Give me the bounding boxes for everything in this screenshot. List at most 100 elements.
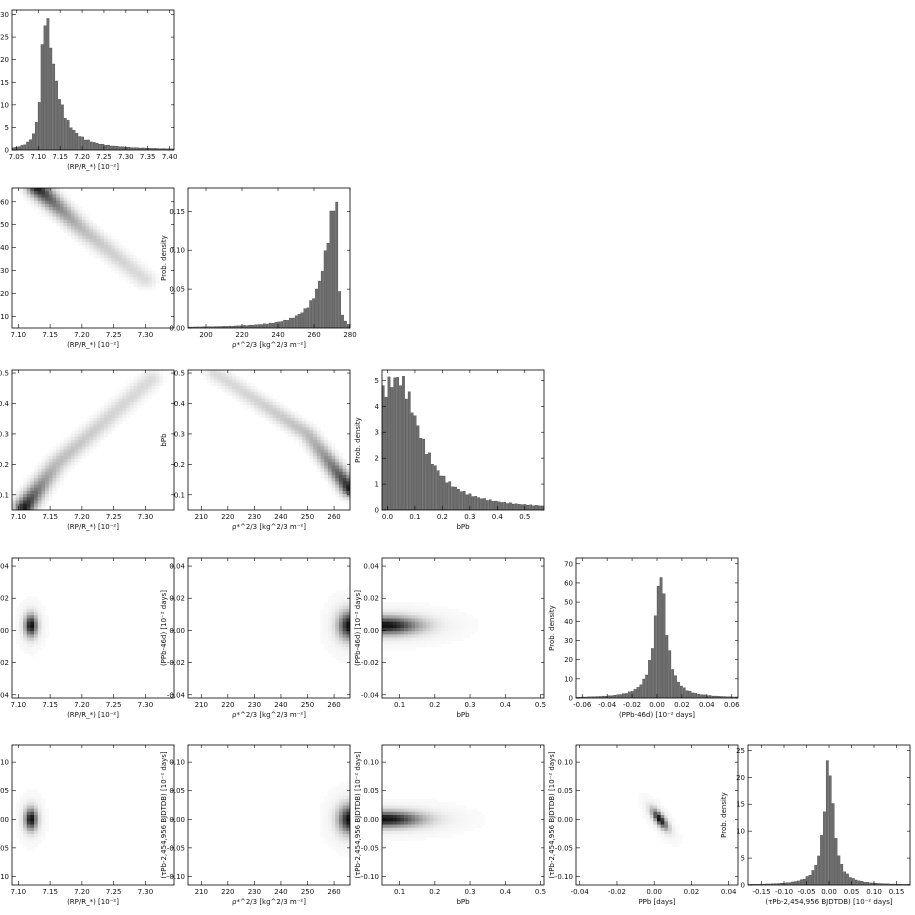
density-cell (202, 373, 207, 377)
density-cell (63, 471, 68, 476)
y-tick-label: 2 (375, 455, 379, 463)
hist-bar (95, 142, 99, 150)
density-cell (37, 837, 42, 841)
hist-bar (263, 323, 266, 328)
density-cell (34, 789, 39, 794)
density-cell (254, 401, 259, 406)
density-cell (63, 226, 68, 230)
density-cell (63, 200, 68, 205)
density-cell (107, 417, 112, 422)
density-cell (48, 452, 53, 457)
density-cell (335, 789, 340, 794)
density-cell (37, 830, 42, 835)
hist-bar (532, 505, 535, 510)
density-cell (15, 487, 20, 492)
density-cell (81, 232, 86, 237)
density-cell (23, 194, 28, 198)
density-cell (213, 379, 218, 384)
density-cell (396, 605, 401, 610)
density-cell (126, 408, 131, 412)
density-cell (23, 621, 28, 626)
density-cell (23, 599, 28, 603)
density-cell (342, 462, 347, 466)
x-tick-label: 220 (235, 331, 248, 339)
x-tick-label: 7.10 (11, 513, 27, 521)
hist-bar (691, 692, 695, 698)
density-cell (122, 414, 127, 419)
density-cell (660, 808, 665, 813)
density-cell (335, 799, 340, 803)
density-cell (26, 487, 31, 492)
density-cell (415, 821, 420, 825)
density-cell (30, 191, 35, 195)
density-cell (415, 834, 420, 838)
density-cell (118, 395, 123, 399)
density-cell (59, 210, 64, 214)
density-cell (235, 395, 240, 399)
hist-bar (685, 690, 689, 698)
density-cell (30, 605, 35, 610)
density-cell (34, 624, 39, 629)
density-cell (660, 834, 665, 838)
density-cell (335, 475, 340, 479)
density-cell (305, 443, 310, 447)
density-cell (144, 277, 149, 281)
density-cell (235, 379, 240, 384)
density-cell (144, 270, 149, 275)
density-cell (411, 621, 416, 626)
density-cell (140, 277, 145, 281)
density-cell (19, 799, 24, 803)
density-cell (455, 618, 460, 622)
density-cell (327, 465, 332, 469)
density-cell (151, 389, 156, 393)
density-cell (415, 815, 420, 819)
density-cell (37, 475, 42, 479)
density-cell (34, 188, 39, 192)
density-cell (34, 640, 39, 645)
density-cell (327, 634, 332, 638)
density-cell (235, 389, 240, 393)
hist-bar (851, 878, 855, 885)
density-cell (280, 420, 285, 425)
density-cell (346, 650, 351, 654)
density-cell (404, 621, 409, 626)
density-cell (23, 487, 28, 492)
hist-bar (410, 412, 414, 510)
density-cell (320, 824, 325, 829)
density-cell (320, 618, 325, 622)
density-cell (385, 634, 390, 638)
density-cell (148, 273, 153, 278)
density-cell (389, 811, 394, 816)
density-cell (309, 420, 314, 425)
density-cell (126, 405, 131, 409)
density-cell (19, 621, 24, 626)
density-cell (96, 242, 101, 246)
density-cell (396, 628, 401, 632)
density-cell (418, 621, 423, 626)
density-cell (389, 799, 394, 803)
density-cell (243, 389, 248, 393)
density-cell (313, 436, 318, 441)
hist-bar (107, 144, 111, 150)
density-cell (111, 414, 116, 419)
density-cell (254, 405, 259, 409)
density-cell (382, 830, 386, 835)
density-cell (140, 283, 145, 287)
density-cell (342, 465, 347, 469)
density-cell (48, 462, 53, 466)
density-cell (327, 484, 332, 489)
density-cell (23, 631, 28, 635)
hist-bar (892, 883, 896, 885)
density-cell (228, 376, 233, 380)
density-cell (133, 392, 138, 396)
density-cell (404, 647, 409, 651)
density-cell (415, 818, 420, 822)
density-cell (41, 490, 46, 495)
density-cell (407, 615, 412, 619)
density-cell (59, 197, 64, 202)
density-cell (89, 449, 94, 454)
density-cell (400, 605, 405, 610)
density-cell (657, 811, 661, 816)
panel-r2-c1: 210 220 230 240 250 2600.10.20.30.40.5ρ*^2/3 … (160, 370, 351, 531)
density-cell (407, 837, 412, 841)
